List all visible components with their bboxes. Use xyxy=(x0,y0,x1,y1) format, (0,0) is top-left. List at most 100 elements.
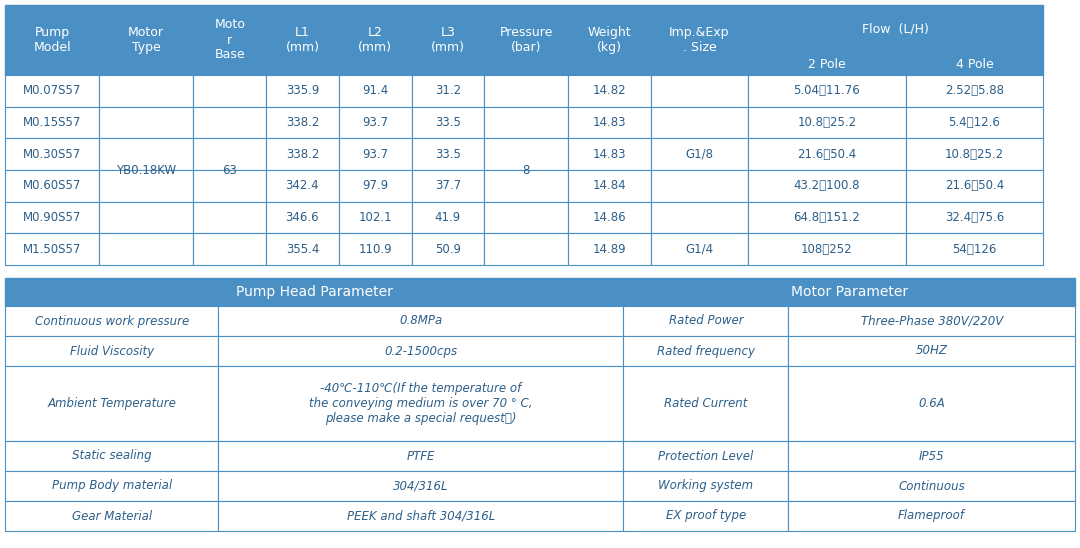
Text: Motor Parameter: Motor Parameter xyxy=(791,285,908,299)
Bar xyxy=(5,306,218,336)
Bar xyxy=(568,233,651,265)
Bar xyxy=(99,107,193,138)
Bar xyxy=(193,138,266,170)
Bar xyxy=(651,5,747,75)
Text: 0.6A: 0.6A xyxy=(918,397,945,410)
Bar xyxy=(484,107,568,138)
Text: 14.86: 14.86 xyxy=(593,211,626,224)
Bar xyxy=(193,170,266,202)
Bar xyxy=(193,107,266,138)
Text: 8: 8 xyxy=(523,163,530,176)
Bar xyxy=(411,202,484,233)
Text: Working system: Working system xyxy=(659,480,754,493)
Text: Weight
(kg): Weight (kg) xyxy=(588,26,632,54)
Bar xyxy=(484,202,568,233)
Text: 97.9: 97.9 xyxy=(362,179,389,192)
Bar xyxy=(411,75,484,107)
Bar xyxy=(906,75,1043,107)
Text: 335.9: 335.9 xyxy=(286,84,320,98)
Text: 110.9: 110.9 xyxy=(359,243,392,256)
Text: 93.7: 93.7 xyxy=(362,147,389,161)
Bar xyxy=(568,5,651,75)
Bar xyxy=(266,233,339,265)
Text: 10.8～25.2: 10.8～25.2 xyxy=(797,116,856,129)
Text: Gear Material: Gear Material xyxy=(71,510,152,522)
Bar xyxy=(411,233,484,265)
Bar xyxy=(99,202,193,233)
Text: 5.04～11.76: 5.04～11.76 xyxy=(794,84,860,98)
Text: Rated Power: Rated Power xyxy=(669,315,743,328)
Text: 14.84: 14.84 xyxy=(593,179,626,192)
Bar xyxy=(339,170,411,202)
Bar xyxy=(906,202,1043,233)
Text: 346.6: 346.6 xyxy=(285,211,320,224)
Text: 93.7: 93.7 xyxy=(362,116,389,129)
Text: 43.2～100.8: 43.2～100.8 xyxy=(794,179,860,192)
Bar xyxy=(747,202,906,233)
Text: Moto
r
Base: Moto r Base xyxy=(214,19,245,61)
Text: 304/316L: 304/316L xyxy=(393,480,448,493)
Text: 4 Pole: 4 Pole xyxy=(956,58,994,71)
Bar xyxy=(651,75,747,107)
Bar xyxy=(5,471,218,501)
Bar xyxy=(651,107,747,138)
Text: Rated Current: Rated Current xyxy=(664,397,747,410)
Bar xyxy=(651,202,747,233)
Text: 342.4: 342.4 xyxy=(285,179,320,192)
Bar xyxy=(99,75,193,107)
Text: Ambient Temperature: Ambient Temperature xyxy=(48,397,176,410)
Bar xyxy=(339,233,411,265)
Text: IP55: IP55 xyxy=(919,449,944,463)
Text: 0.2-1500cps: 0.2-1500cps xyxy=(384,345,458,357)
Bar xyxy=(266,75,339,107)
Bar xyxy=(906,138,1043,170)
Text: EX proof type: EX proof type xyxy=(665,510,746,522)
Bar xyxy=(339,5,411,75)
Bar xyxy=(218,366,623,441)
Bar xyxy=(747,107,906,138)
Text: G1/8: G1/8 xyxy=(686,147,714,161)
Text: 32.4～75.6: 32.4～75.6 xyxy=(945,211,1004,224)
Bar xyxy=(788,306,1075,336)
Bar xyxy=(266,202,339,233)
Text: Pump
Model: Pump Model xyxy=(33,26,71,54)
Text: Flow  (L/H): Flow (L/H) xyxy=(862,22,929,36)
Bar xyxy=(568,202,651,233)
Text: Continuous: Continuous xyxy=(899,480,966,493)
Bar xyxy=(218,336,623,366)
Bar xyxy=(218,471,623,501)
Text: PEEK and shaft 304/316L: PEEK and shaft 304/316L xyxy=(347,510,495,522)
Bar xyxy=(99,170,193,202)
Bar xyxy=(99,5,193,75)
Text: 54～126: 54～126 xyxy=(953,243,997,256)
Bar xyxy=(5,233,99,265)
Bar xyxy=(747,75,906,107)
Text: Motor
Type: Motor Type xyxy=(129,26,164,54)
Text: -40℃-110℃(If the temperature of
the conveying medium is over 70 ° C,
please make: -40℃-110℃(If the temperature of the conv… xyxy=(309,382,532,425)
Bar xyxy=(788,336,1075,366)
Bar xyxy=(651,233,747,265)
Bar xyxy=(266,107,339,138)
Bar xyxy=(266,170,339,202)
Text: 108～252: 108～252 xyxy=(801,243,852,256)
Text: 338.2: 338.2 xyxy=(286,116,320,129)
Bar xyxy=(788,471,1075,501)
Text: Static sealing: Static sealing xyxy=(72,449,151,463)
Text: 5.4～12.6: 5.4～12.6 xyxy=(948,116,1000,129)
Text: 63: 63 xyxy=(222,163,238,176)
Text: 14.83: 14.83 xyxy=(593,147,626,161)
Text: M0.07S57: M0.07S57 xyxy=(23,84,81,98)
Text: 10.8～25.2: 10.8～25.2 xyxy=(945,147,1004,161)
Text: G1/4: G1/4 xyxy=(686,243,714,256)
Bar xyxy=(218,306,623,336)
Text: M0.15S57: M0.15S57 xyxy=(23,116,81,129)
Text: L3
(mm): L3 (mm) xyxy=(431,26,465,54)
Bar xyxy=(568,107,651,138)
Text: 31.2: 31.2 xyxy=(435,84,461,98)
Text: Pump Head Parameter: Pump Head Parameter xyxy=(235,285,393,299)
Bar xyxy=(411,170,484,202)
Bar xyxy=(623,471,788,501)
Bar xyxy=(623,501,788,531)
Bar xyxy=(99,233,193,265)
Text: 91.4: 91.4 xyxy=(362,84,389,98)
